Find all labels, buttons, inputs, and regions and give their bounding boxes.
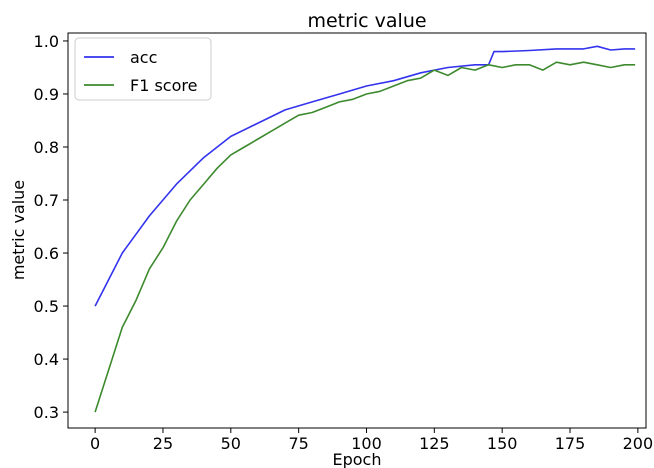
x-tick-label: 150: [487, 434, 518, 453]
plot-frame: [67, 32, 647, 429]
series-line-f1-score: [94, 61, 636, 413]
y-tick-label: 1.0: [34, 32, 59, 51]
x-axis-label: Epoch: [333, 450, 382, 468]
x-tick-label: 25: [153, 434, 173, 453]
x-tick-label: 100: [351, 434, 382, 453]
y-tick-label: 0.9: [34, 85, 59, 104]
chart-title: metric value: [307, 10, 426, 32]
y-tick-label: 0.6: [34, 244, 59, 263]
y-tick-label: 0.3: [34, 403, 59, 422]
legend-label-acc: acc: [130, 48, 157, 67]
y-tick-label: 0.8: [34, 138, 59, 157]
x-tick-label: 75: [288, 434, 308, 453]
x-tick-label: 200: [623, 434, 654, 453]
legend: acc F1 score: [74, 37, 212, 101]
y-axis-label: metric value: [9, 180, 28, 280]
y-tick-label: 0.4: [34, 350, 59, 369]
x-tick-label: 0: [90, 434, 100, 453]
legend-label-f1-score: F1 score: [130, 76, 197, 95]
y-tick-label: 0.5: [34, 297, 59, 316]
y-tick-label: 0.7: [34, 191, 59, 210]
x-tick-label: 175: [555, 434, 586, 453]
x-tick-label: 125: [419, 434, 450, 453]
series-line-acc: [94, 45, 636, 307]
x-tick-label: 50: [221, 434, 241, 453]
